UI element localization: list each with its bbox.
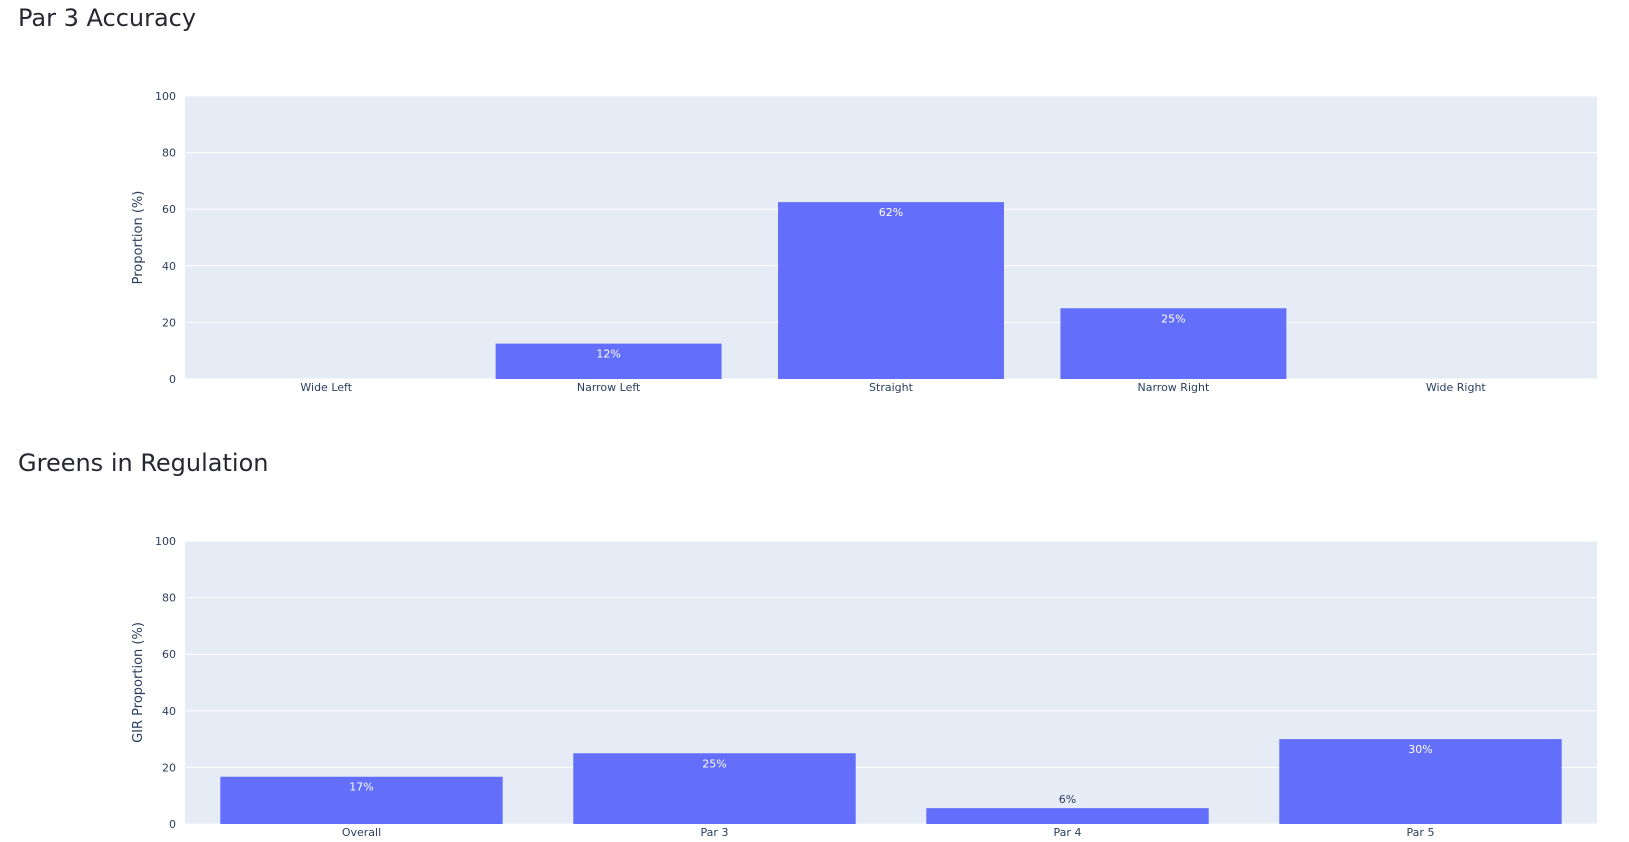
y-tick-label: 40	[162, 705, 176, 718]
y-axis-label: Proportion (%)	[131, 191, 146, 285]
y-tick-label: 0	[169, 818, 176, 831]
x-tick-label: Par 3	[701, 826, 729, 839]
data-label: 25%	[702, 757, 726, 770]
data-label: 17%	[349, 781, 373, 794]
y-tick-label: 20	[162, 316, 176, 329]
y-tick-label: 100	[155, 535, 176, 548]
bar	[926, 808, 1209, 824]
y-tick-label: 100	[155, 90, 176, 103]
y-tick-label: 0	[169, 373, 176, 386]
bar	[778, 202, 1004, 379]
y-tick-label: 80	[162, 592, 176, 605]
y-tick-label: 20	[162, 761, 176, 774]
data-label: 30%	[1408, 743, 1432, 756]
bar	[495, 343, 722, 379]
bar	[1060, 308, 1287, 379]
x-tick-label: Straight	[869, 381, 914, 394]
bar	[1279, 739, 1562, 824]
y-tick-label: 80	[162, 147, 176, 160]
bar	[573, 753, 856, 824]
x-tick-label: Narrow Right	[1138, 381, 1210, 394]
gir-chart: 0 20 40 60 80 100 GIR Proportion (%) 17% Overall…	[131, 535, 1597, 839]
section-title-greens-in-regulation: Greens in Regulation	[18, 449, 269, 477]
data-label: 25%	[1161, 312, 1185, 325]
y-tick-label: 40	[162, 260, 176, 273]
par3-accuracy-chart: 0 20 40 60 80 100 Proportion (%) Wide Left 12% Na…	[131, 90, 1597, 394]
y-axis-label: GIR Proportion (%)	[131, 622, 146, 743]
y-tick-label: 60	[162, 203, 176, 216]
x-tick-label: Par 4	[1054, 826, 1082, 839]
x-tick-label: Overall	[342, 826, 381, 839]
bar	[220, 776, 503, 824]
x-tick-label: Wide Right	[1426, 381, 1487, 394]
data-label: 12%	[596, 348, 620, 361]
data-label: 6%	[1059, 793, 1076, 806]
y-tick-label: 60	[162, 648, 176, 661]
data-label: 62%	[879, 206, 903, 219]
section-title-par3-accuracy: Par 3 Accuracy	[18, 4, 197, 32]
x-tick-label: Narrow Left	[577, 381, 641, 394]
x-tick-label: Wide Left	[300, 381, 352, 394]
x-tick-label: Par 5	[1407, 826, 1435, 839]
